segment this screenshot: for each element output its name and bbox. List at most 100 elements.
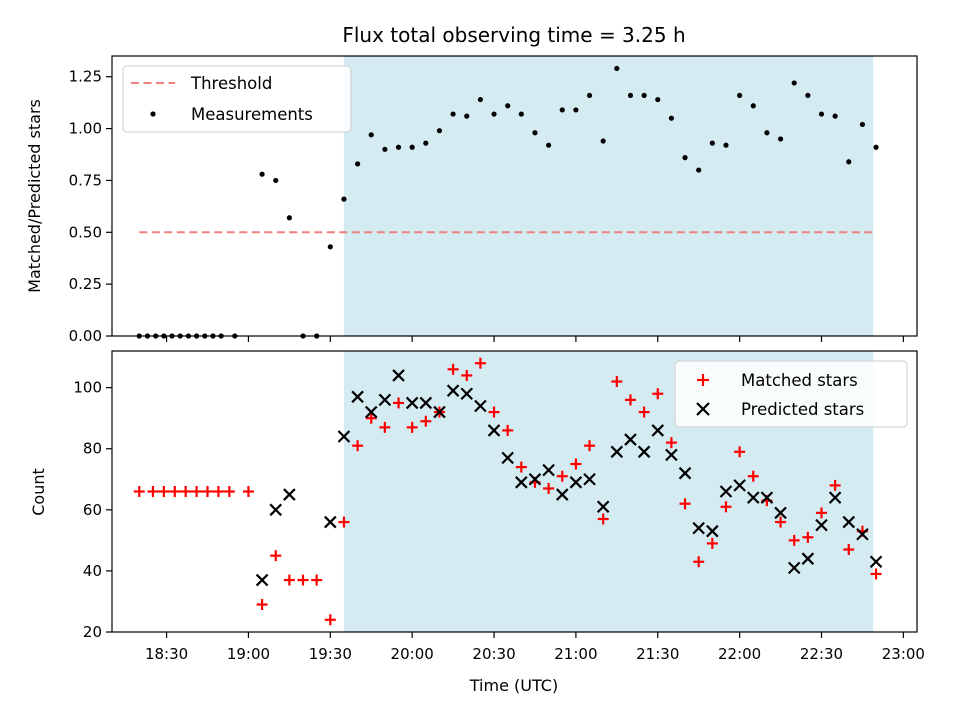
top-legend-box (122, 65, 352, 133)
matched-star-point (611, 376, 623, 388)
matched-star-point (502, 424, 514, 436)
matched-star-point (352, 440, 364, 452)
matched-star-point (652, 388, 664, 400)
top-plot-frame (111, 55, 918, 337)
x-tick-label: 21:30 (636, 645, 679, 663)
predicted-star-point (555, 488, 569, 501)
predicted-star-point (583, 473, 596, 486)
predicted-star-point (678, 466, 692, 480)
matched-star-point (788, 534, 800, 546)
predicted-star-point (324, 515, 337, 529)
matched-star-point (311, 574, 323, 586)
bottom-panel: 20 40 60 80 100 18:30 19:00 19:30 20:00 20:30 21:… (29, 350, 925, 695)
measurement-point (791, 80, 797, 86)
measurement-point (859, 121, 866, 128)
x-tick-label: 23:00 (882, 645, 925, 663)
matched-star-point (665, 437, 677, 449)
matched-star-point (543, 482, 555, 494)
y-tick-label: 80 (83, 440, 102, 458)
legend-threshold-label: Threshold (190, 74, 272, 93)
predicted-star-point (269, 503, 283, 517)
measurement-point (641, 92, 647, 99)
y-tick-label: 0.50 (69, 223, 102, 241)
matched-star-point (406, 421, 418, 433)
predicted-star-point (487, 424, 501, 437)
matched-star-point (191, 486, 203, 497)
matched-star-point (597, 513, 609, 525)
predicted-star-point (801, 552, 815, 565)
measurement-point (805, 92, 811, 99)
legend-measurements-label: Measurements (191, 105, 313, 124)
predicted-star-point (651, 424, 665, 437)
predicted-star-point (774, 506, 787, 520)
bottom-legend-box (674, 360, 908, 428)
measurement-point (423, 140, 429, 146)
matched-star-point (624, 394, 636, 406)
measurement-point (696, 167, 702, 173)
matched-star-point (693, 556, 705, 568)
matched-star-point (474, 357, 486, 369)
bottom-plot-frame (111, 350, 918, 633)
matched-star-point (133, 486, 145, 497)
matched-star-point (515, 461, 527, 473)
predicted-star-point (501, 451, 514, 465)
predicted-star-point (283, 488, 296, 501)
predicted-star-point (828, 491, 842, 504)
y-tick-label: 60 (83, 501, 102, 519)
matched-star-point (461, 369, 473, 381)
measurement-point (846, 159, 852, 165)
matched-star-point (242, 486, 254, 497)
predicted-star-point (392, 369, 405, 382)
x-tick-label: 20:00 (391, 645, 434, 663)
matched-star-point (815, 507, 827, 519)
matched-star-point (147, 486, 159, 497)
predicted-star-point (433, 405, 446, 419)
predicted-star-point (719, 485, 733, 498)
bottom-xlabel: Time (UTC) (469, 676, 558, 695)
measurement-point (777, 136, 784, 142)
predicted-star-point (787, 561, 801, 575)
predicted-star-point (337, 430, 351, 443)
matched-star-point (747, 470, 759, 482)
y-tick-label: 1.25 (69, 68, 102, 86)
predicted-star-point (515, 476, 528, 489)
measurement-point (586, 92, 593, 99)
measurement-point (764, 130, 770, 136)
x-tick-label: 20:30 (472, 645, 515, 663)
matched-star-point (802, 531, 814, 543)
matched-star-point (843, 544, 855, 556)
measurement-point (341, 196, 347, 202)
predicted-star-point (856, 527, 869, 541)
matched-star-point (202, 486, 214, 497)
matched-star-point (283, 574, 295, 586)
legend-measurements-swatch (150, 111, 156, 117)
matched-star-point (734, 446, 746, 458)
matched-star-point (270, 550, 282, 562)
matched-star-point (570, 458, 582, 470)
measurement-point (600, 138, 606, 144)
measurement-point (409, 144, 415, 150)
predicted-star-point (706, 524, 719, 538)
predicted-star-point (637, 445, 651, 459)
measurement-point (682, 155, 688, 161)
predicted-star-point (746, 491, 760, 504)
matched-star-point (297, 574, 309, 586)
predicted-star-point (474, 399, 487, 413)
measurement-point (709, 140, 715, 146)
predicted-star-point (842, 515, 856, 529)
measurement-point (532, 130, 538, 136)
x-tick-label: 22:00 (718, 645, 761, 663)
measurement-point (395, 144, 402, 150)
x-tick-label: 18:30 (145, 645, 188, 663)
top-shaded-region (343, 56, 874, 336)
matched-star-point (870, 568, 882, 580)
predicted-star-point (419, 396, 433, 410)
matched-star-point (169, 486, 181, 497)
matched-star-point (379, 421, 391, 433)
predicted-star-point (255, 573, 269, 587)
predicted-star-point (610, 445, 624, 459)
top-legend: Threshold Measurements (122, 65, 352, 133)
measurement-point (750, 103, 756, 109)
measurement-point (273, 177, 279, 184)
matched-star-point (556, 470, 568, 482)
